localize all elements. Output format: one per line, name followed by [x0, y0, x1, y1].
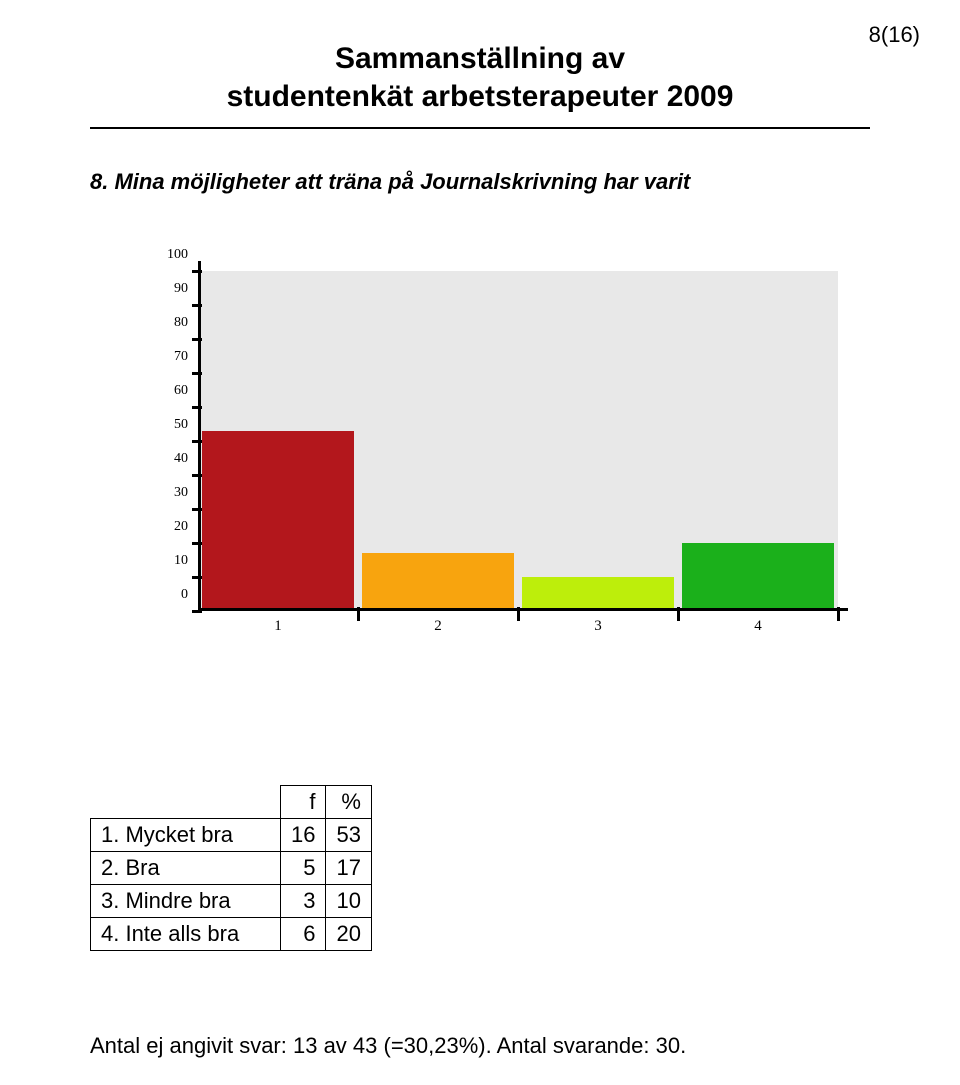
- y-tick-label: 20: [150, 519, 188, 535]
- y-tick-label: 90: [150, 281, 188, 297]
- row-f: 5: [281, 852, 326, 885]
- x-tick: [677, 607, 680, 621]
- y-tick-label: 70: [150, 349, 188, 365]
- x-tick: [517, 607, 520, 621]
- x-tick-label: 4: [754, 618, 762, 635]
- row-label: 3. Mindre bra: [91, 885, 281, 918]
- table-row: 4. Inte alls bra620: [91, 918, 372, 951]
- x-tick-label: 2: [434, 618, 442, 635]
- y-tick: [192, 576, 202, 579]
- y-tick: [192, 304, 202, 307]
- page-title: Sammanställning av studentenkät arbetste…: [90, 40, 870, 115]
- y-tick-label: 100: [150, 247, 188, 263]
- title-line-2: studentenkät arbetsterapeuter 2009: [90, 78, 870, 116]
- bar: [682, 543, 834, 611]
- y-tick-label: 80: [150, 315, 188, 331]
- page-number: 8(16): [869, 22, 920, 48]
- table-row: 1. Mycket bra1653: [91, 819, 372, 852]
- table-header-row: f %: [91, 786, 372, 819]
- row-pct: 20: [326, 918, 371, 951]
- table-header-pct: %: [326, 786, 371, 819]
- row-label: 2. Bra: [91, 852, 281, 885]
- divider: [90, 127, 870, 129]
- y-tick-label: 40: [150, 451, 188, 467]
- bar: [202, 431, 354, 611]
- y-tick: [192, 474, 202, 477]
- table-header-f: f: [281, 786, 326, 819]
- row-f: 6: [281, 918, 326, 951]
- y-tick: [192, 542, 202, 545]
- footer-text: Antal ej angivit svar: 13 av 43 (=30,23%…: [90, 1033, 870, 1059]
- x-tick-label: 1: [274, 618, 282, 635]
- y-tick: [192, 406, 202, 409]
- y-tick-label: 10: [150, 553, 188, 569]
- x-tick-label: 3: [594, 618, 602, 635]
- row-label: 1. Mycket bra: [91, 819, 281, 852]
- x-tick: [357, 607, 360, 621]
- y-tick: [192, 270, 202, 273]
- page: 8(16) Sammanställning av studentenkät ar…: [0, 0, 960, 1085]
- y-tick-label: 60: [150, 383, 188, 399]
- bar-chart: 0 10 20 30 40 50 60 70 80 90 100 1 2 3 4: [150, 245, 870, 635]
- question-text: 8. Mina möjligheter att träna på Journal…: [90, 169, 870, 195]
- y-axis: [198, 261, 201, 611]
- row-label: 4. Inte alls bra: [91, 918, 281, 951]
- x-axis: [198, 608, 848, 611]
- y-tick: [192, 372, 202, 375]
- y-tick: [192, 338, 202, 341]
- y-tick-label: 50: [150, 417, 188, 433]
- row-pct: 53: [326, 819, 371, 852]
- table-row: 2. Bra517: [91, 852, 372, 885]
- table-row: 3. Mindre bra310: [91, 885, 372, 918]
- row-f: 3: [281, 885, 326, 918]
- y-tick: [192, 440, 202, 443]
- y-tick-label: 30: [150, 485, 188, 501]
- y-tick: [192, 610, 202, 613]
- row-pct: 10: [326, 885, 371, 918]
- table-header-blank: [91, 786, 281, 819]
- bar: [522, 577, 674, 611]
- chart-container: 0 10 20 30 40 50 60 70 80 90 100 1 2 3 4: [150, 245, 870, 635]
- bar: [362, 553, 514, 611]
- row-f: 16: [281, 819, 326, 852]
- row-pct: 17: [326, 852, 371, 885]
- y-tick-label: 0: [150, 587, 188, 603]
- title-line-1: Sammanställning av: [90, 40, 870, 78]
- plot-area: [198, 271, 838, 611]
- data-table: f % 1. Mycket bra16532. Bra5173. Mindre …: [90, 785, 372, 951]
- y-tick: [192, 508, 202, 511]
- x-tick: [837, 607, 840, 621]
